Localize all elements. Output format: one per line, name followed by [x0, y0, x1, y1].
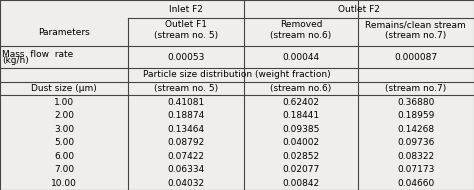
Text: 0.62402: 0.62402: [283, 98, 319, 107]
Text: (kg/h): (kg/h): [2, 56, 29, 65]
Text: 0.18874: 0.18874: [167, 111, 205, 120]
Text: 0.09736: 0.09736: [397, 138, 434, 147]
Text: 0.04032: 0.04032: [167, 179, 205, 188]
Text: 0.04002: 0.04002: [283, 138, 319, 147]
Text: Removed
(stream no.6): Removed (stream no.6): [270, 20, 332, 40]
Text: 0.00044: 0.00044: [283, 53, 319, 62]
Text: 2.00: 2.00: [54, 111, 74, 120]
Text: 0.00053: 0.00053: [167, 53, 205, 62]
Text: 0.00842: 0.00842: [283, 179, 319, 188]
Text: 0.08322: 0.08322: [397, 152, 434, 161]
Text: 3.00: 3.00: [54, 125, 74, 134]
Text: (stream no. 5): (stream no. 5): [154, 84, 218, 93]
Text: Mass  flow  rate: Mass flow rate: [2, 50, 73, 59]
Text: 0.02852: 0.02852: [283, 152, 319, 161]
Text: 0.36880: 0.36880: [397, 98, 434, 107]
Text: (stream no.7): (stream no.7): [385, 84, 447, 93]
Text: 7.00: 7.00: [54, 165, 74, 174]
Text: 1.00: 1.00: [54, 98, 74, 107]
Text: 0.07173: 0.07173: [397, 165, 434, 174]
Text: Dust size (μm): Dust size (μm): [31, 84, 97, 93]
Text: 6.00: 6.00: [54, 152, 74, 161]
Text: 0.06334: 0.06334: [167, 165, 205, 174]
Text: Remains/clean stream
(stream no.7): Remains/clean stream (stream no.7): [365, 20, 466, 40]
Text: 0.02077: 0.02077: [283, 165, 319, 174]
Text: Particle size distribution (weight fraction): Particle size distribution (weight fract…: [143, 70, 331, 79]
Text: Outlet F1
(stream no. 5): Outlet F1 (stream no. 5): [154, 20, 218, 40]
Text: 0.18959: 0.18959: [397, 111, 434, 120]
Text: 0.08792: 0.08792: [167, 138, 205, 147]
Text: 5.00: 5.00: [54, 138, 74, 147]
Text: 0.09385: 0.09385: [283, 125, 319, 134]
Text: (stream no.6): (stream no.6): [270, 84, 332, 93]
Text: 0.41081: 0.41081: [167, 98, 205, 107]
Text: 0.04660: 0.04660: [397, 179, 434, 188]
Text: 10.00: 10.00: [51, 179, 77, 188]
Text: 0.07422: 0.07422: [167, 152, 205, 161]
Text: 0.000087: 0.000087: [394, 53, 437, 62]
Text: Outlet F2: Outlet F2: [338, 5, 380, 13]
Text: Parameters: Parameters: [38, 28, 90, 37]
Text: 0.18441: 0.18441: [283, 111, 319, 120]
Text: 0.13464: 0.13464: [167, 125, 205, 134]
Text: Inlet F2: Inlet F2: [169, 5, 203, 13]
Text: 0.14268: 0.14268: [397, 125, 434, 134]
